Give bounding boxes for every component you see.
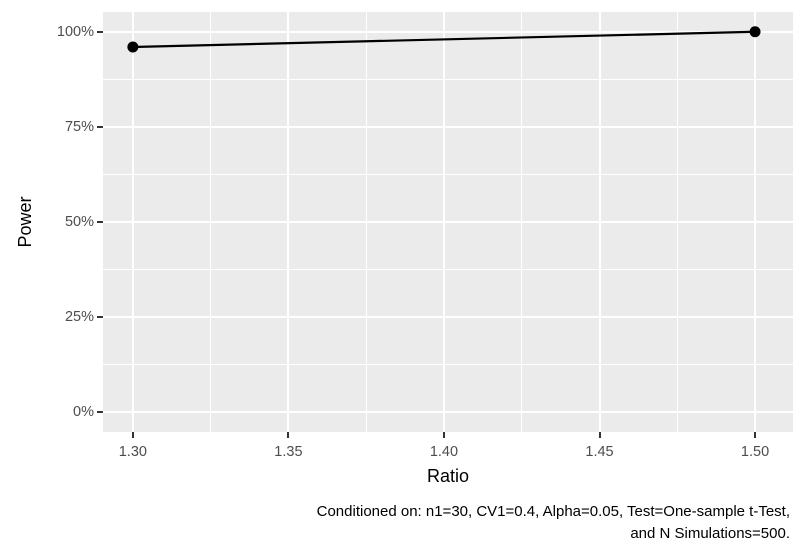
minor-gridline-horizontal: [103, 173, 793, 175]
y-tick-label: 50%: [64, 214, 94, 230]
x-tick-label: 1.45: [585, 444, 614, 460]
minor-gridline-horizontal: [103, 269, 793, 271]
plot-caption-line-1: Conditioned on: n1=30, CV1=0.4, Alpha=0.…: [316, 503, 790, 520]
major-gridline-horizontal: [103, 221, 793, 223]
y-axis-tick: [97, 125, 103, 128]
y-axis-tick: [97, 30, 103, 33]
y-tick-label: 75%: [64, 118, 94, 135]
x-tick-label: 1.50: [740, 444, 770, 460]
x-axis-tick: [598, 432, 601, 438]
major-gridline-horizontal: [103, 316, 793, 319]
data-line: [132, 30, 756, 49]
x-tick-label: 1.40: [429, 444, 459, 460]
y-axis-tick: [97, 411, 103, 414]
y-tick-label: 0%: [73, 404, 94, 421]
y-axis-tick: [97, 221, 103, 223]
plot-caption-line-2: and N Simulations=500.: [630, 525, 790, 542]
y-axis-tick: [97, 316, 103, 319]
data-point: [127, 41, 139, 53]
major-gridline-horizontal: [103, 30, 793, 33]
major-gridline-horizontal: [103, 125, 793, 128]
x-axis-tick: [131, 432, 134, 438]
plot-panel: [103, 12, 793, 432]
x-axis-title: Ratio: [426, 466, 470, 486]
data-point: [749, 26, 761, 38]
y-tick-label: 25%: [64, 309, 94, 326]
y-axis-title: Power: [15, 196, 35, 248]
x-axis-tick: [442, 432, 445, 438]
x-tick-label: 1.35: [274, 444, 303, 460]
x-axis-tick: [754, 432, 757, 438]
minor-gridline-horizontal: [103, 364, 793, 366]
x-axis-tick: [287, 432, 290, 438]
y-tick-label: 100%: [56, 23, 94, 40]
plot-caption: Conditioned on: n1=30, CV1=0.4, Alpha=0.…: [317, 501, 790, 545]
minor-gridline-horizontal: [103, 78, 793, 80]
x-tick-label: 1.30: [118, 444, 147, 460]
data-layer: [127, 26, 761, 53]
major-gridline-horizontal: [103, 411, 793, 414]
